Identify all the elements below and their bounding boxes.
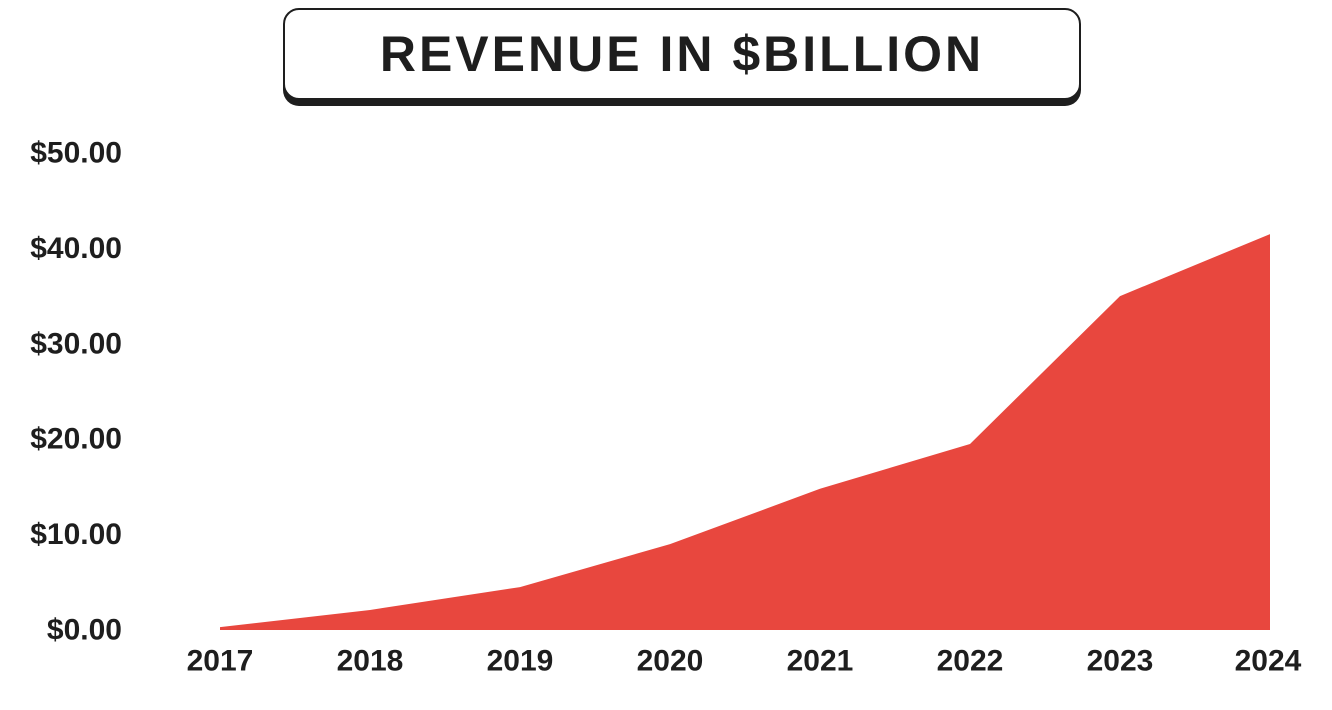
x-tick-label: 2017: [187, 645, 254, 678]
x-tick-label: 2021: [787, 645, 854, 678]
chart-title: REVENUE IN $BILLION: [379, 26, 985, 82]
y-tick-label: $10.00: [30, 518, 122, 551]
x-tick-label: 2023: [1087, 645, 1154, 678]
x-tick-label: 2020: [637, 645, 704, 678]
x-tick-label: 2019: [487, 645, 554, 678]
y-tick-label: $20.00: [30, 423, 122, 456]
revenue-area: [220, 234, 1270, 630]
chart-title-box: REVENUE IN $BILLION: [283, 8, 1081, 100]
y-axis-ticks: $0.00 $10.00 $20.00 $30.00 $40.00 $50.00: [30, 137, 122, 647]
y-tick-label: $0.00: [47, 614, 122, 647]
x-tick-label: 2024: [1235, 645, 1302, 678]
y-tick-label: $40.00: [30, 232, 122, 265]
x-tick-label: 2022: [937, 645, 1004, 678]
y-tick-label: $50.00: [30, 137, 122, 170]
x-axis-ticks: 2017 2018 2019 2020 2021 2022 2023 2024: [187, 645, 1302, 678]
y-tick-label: $30.00: [30, 327, 122, 360]
x-tick-label: 2018: [337, 645, 404, 678]
area-layer: [219, 234, 1271, 630]
